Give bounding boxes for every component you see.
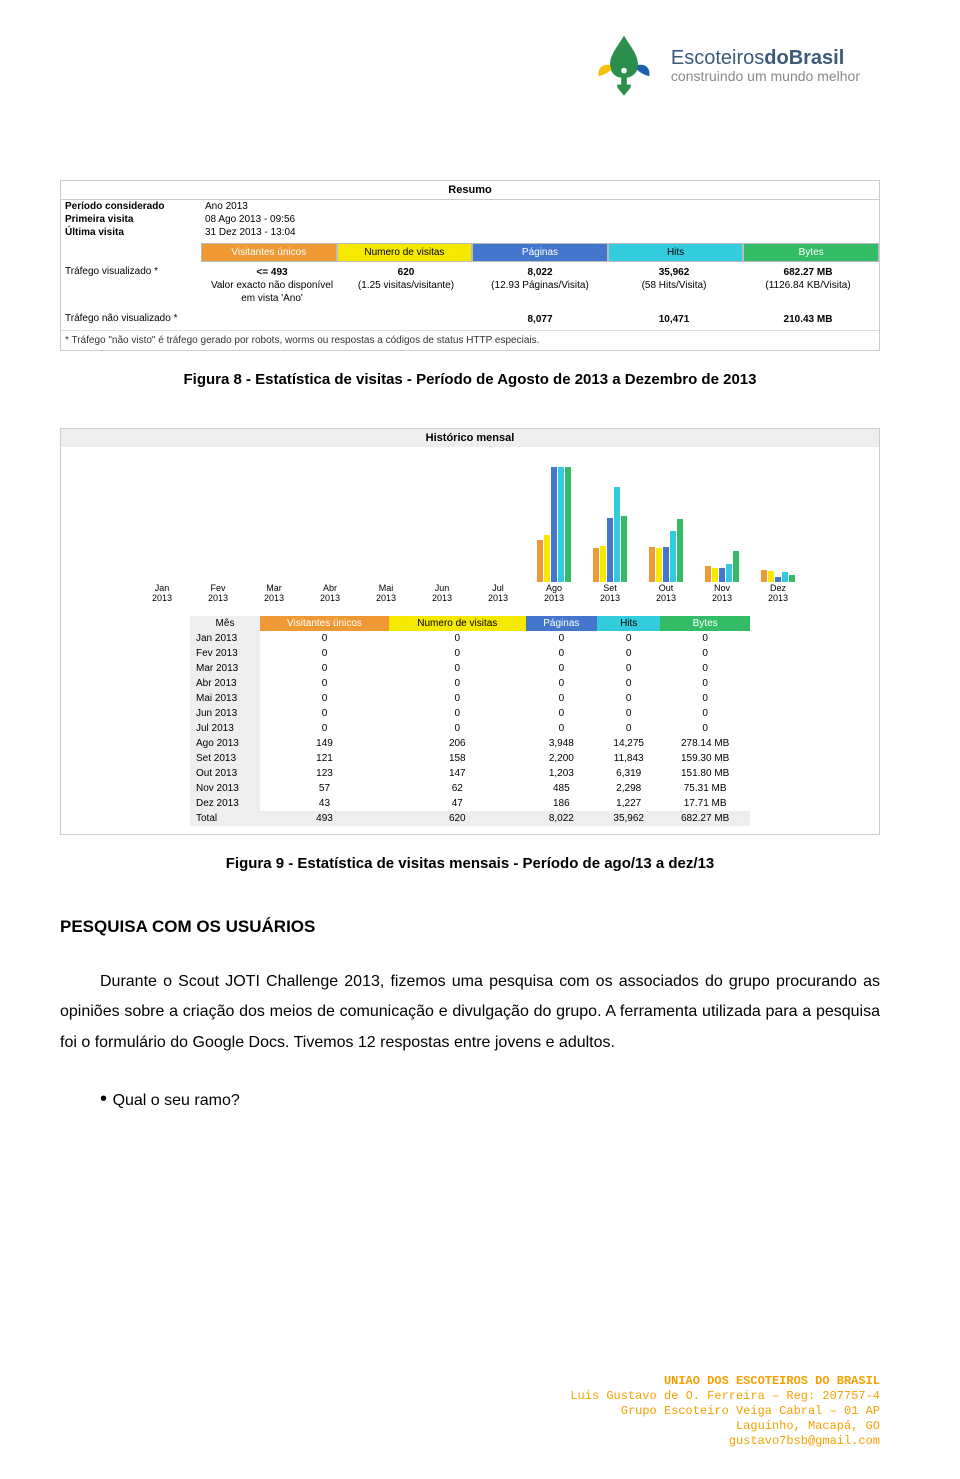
chart-bar: [621, 516, 627, 582]
chart-bar: [537, 540, 543, 582]
traffic-cell: [339, 313, 473, 326]
table-total-row: Total4936208,02235,962682.27 MB: [190, 811, 750, 826]
table-row: Dez 201343471861,22717.71 MB: [190, 796, 750, 811]
traffic-cell: [205, 313, 339, 326]
traffic-row: Tráfego não visualizado *8,07710,471210.…: [61, 309, 879, 330]
table-row: Set 20131211582,20011,843159.30 MB: [190, 751, 750, 766]
table-header-cell: Páginas: [526, 616, 597, 631]
x-axis-label: Jul2013: [478, 584, 518, 604]
traffic-cell: 682.27 MB(1126.84 KB/Visita): [741, 266, 875, 305]
chart-bar: [670, 531, 676, 582]
figure-8-caption: Figura 8 - Estatística de visitas - Perí…: [60, 371, 880, 388]
summary-panel: Resumo Período consideradoAno 2013Primei…: [60, 180, 880, 351]
traffic-cell: 8,077: [473, 313, 607, 326]
table-row: Fev 201300000: [190, 646, 750, 661]
metric-header-cell: Páginas: [472, 243, 608, 262]
chart-bar: [600, 546, 606, 582]
monthly-history-panel: Histórico mensal Jan2013 Fev2013 Mar2013 Ab…: [60, 428, 880, 835]
table-row: Mar 201300000: [190, 661, 750, 676]
traffic-cell: 620(1.25 visitas/visitante): [339, 266, 473, 305]
table-header-cell: Visitantes únicos: [260, 616, 389, 631]
table-row: Jun 201300000: [190, 706, 750, 721]
x-axis-label: Fev2013: [198, 584, 238, 604]
x-axis-label: Ago2013: [534, 584, 574, 604]
summary-meta-row: Período consideradoAno 2013: [61, 200, 879, 213]
chart-bar: [656, 548, 662, 582]
chart-bar: [551, 467, 557, 582]
table-header-cell: Mês: [190, 616, 260, 631]
table-row: Nov 201357624852,29875.31 MB: [190, 781, 750, 796]
page-footer: UNIAO DOS ESCOTEIROS DO BRASIL Luis Gust…: [570, 1374, 880, 1449]
table-row: Out 20131231471,2036,319151.80 MB: [190, 766, 750, 781]
traffic-cell: <= 493Valor exacto não disponível em vis…: [205, 266, 339, 305]
summary-title: Resumo: [61, 181, 879, 200]
x-axis-label: Abr2013: [310, 584, 350, 604]
x-axis-label: Dez2013: [758, 584, 798, 604]
chart-bar: [782, 572, 788, 582]
chart-bar: [705, 566, 711, 582]
x-axis-label: Mai2013: [366, 584, 406, 604]
traffic-cell: 8,022(12.93 Páginas/Visita): [473, 266, 607, 305]
x-axis-label: Set2013: [590, 584, 630, 604]
logo-title: EscoteirosdoBrasil: [671, 47, 860, 70]
section-heading: PESQUISA COM OS USUÁRIOS: [60, 917, 880, 937]
chart-bar: [607, 518, 613, 582]
survey-paragraph: Durante o Scout JOTI Challenge 2013, fiz…: [60, 967, 880, 1058]
chart-month-group: [702, 551, 742, 582]
chart-bar: [649, 547, 655, 582]
x-axis-label: Nov2013: [702, 584, 742, 604]
summary-meta-row: Primeira visita08 Ago 2013 - 09:56: [61, 213, 879, 226]
chart-bar: [726, 564, 732, 582]
summary-footnote: * Tráfego "não visto" é tráfego gerado p…: [61, 330, 879, 350]
chart-bar: [719, 568, 725, 582]
chart-bar: [733, 551, 739, 582]
survey-question-bullet: Qual o seu ramo?: [100, 1088, 880, 1111]
chart-month-group: [758, 570, 798, 582]
chart-month-group: [646, 519, 686, 582]
summary-meta-row: Última visita31 Dez 2013 - 13:04: [61, 226, 879, 239]
chart-month-group: [590, 487, 630, 582]
fleur-de-lis-icon: [589, 30, 659, 100]
traffic-cell: 210.43 MB: [741, 313, 875, 326]
x-axis-label: Jun2013: [422, 584, 462, 604]
history-title: Histórico mensal: [61, 429, 879, 447]
chart-bar: [761, 570, 767, 582]
table-row: Abr 201300000: [190, 676, 750, 691]
traffic-cell: 35,962(58 Hits/Visita): [607, 266, 741, 305]
traffic-cell: 10,471: [607, 313, 741, 326]
org-logo: EscoteirosdoBrasil construindo um mundo …: [589, 30, 860, 100]
table-header-cell: Bytes: [660, 616, 750, 631]
traffic-row: Tráfego visualizado *<= 493Valor exacto …: [61, 262, 879, 309]
monthly-data-table: MêsVisitantes únicosNumero de visitasPág…: [190, 616, 750, 826]
metric-header-cell: Visitantes únicos: [201, 243, 337, 262]
chart-bar: [544, 535, 550, 582]
figure-9-caption: Figura 9 - Estatística de visitas mensai…: [60, 855, 880, 872]
x-axis-label: Out2013: [646, 584, 686, 604]
metric-header-cell: Numero de visitas: [337, 243, 473, 262]
chart-bar: [593, 548, 599, 582]
chart-bar: [712, 568, 718, 582]
chart-month-group: [534, 467, 574, 582]
chart-bar: [663, 547, 669, 582]
table-header-cell: Numero de visitas: [389, 616, 526, 631]
x-axis-label: Jan2013: [142, 584, 182, 604]
logo-subtitle: construindo um mundo melhor: [671, 68, 860, 84]
table-row: Mai 201300000: [190, 691, 750, 706]
chart-bar: [677, 519, 683, 582]
metric-header-cell: Bytes: [743, 243, 879, 262]
chart-bar: [789, 575, 795, 582]
table-row: Jul 201300000: [190, 721, 750, 736]
chart-bar: [614, 487, 620, 582]
chart-bar: [565, 467, 571, 582]
chart-bar: [775, 577, 781, 582]
chart-x-axis: Jan2013 Fev2013 Mar2013 Abr2013 Mai2013 Jun20…: [61, 582, 879, 612]
chart-bar: [768, 571, 774, 582]
table-row: Ago 20131492063,94814,275278.14 MB: [190, 736, 750, 751]
x-axis-label: Mar2013: [254, 584, 294, 604]
monthly-bar-chart: [61, 447, 879, 582]
chart-bar: [558, 467, 564, 582]
metric-header-cell: Hits: [608, 243, 744, 262]
table-header-cell: Hits: [597, 616, 660, 631]
table-row: Jan 201300000: [190, 631, 750, 646]
